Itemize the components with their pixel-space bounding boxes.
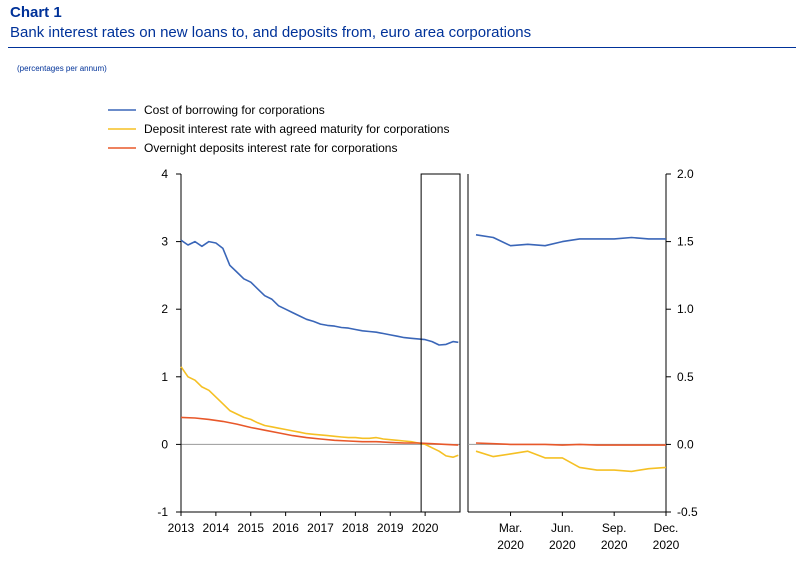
series-line-right-overnight-deposits-interest-rate-for-corporations — [475, 442, 666, 446]
legend: Cost of borrowing for corporations Deposi… — [108, 103, 449, 155]
y-tick-label-right: 0.5 — [677, 370, 694, 384]
legend-label-overnight-deposits-interest-rate-for-corporations: Overnight deposits interest rate for cor… — [144, 141, 397, 155]
y-tick-label-right: 1.5 — [677, 235, 694, 249]
chart-number: Chart 1 — [10, 4, 62, 21]
series-line-right-deposit-interest-rate-with-agreed-maturity-for-corporations — [475, 450, 667, 473]
y-tick-label-left: 1 — [161, 370, 168, 384]
unit-note: (percentages per annum) — [17, 64, 107, 73]
y-tick-label-left: 2 — [161, 302, 168, 316]
y-tick-label-left: 0 — [161, 437, 168, 451]
x-tick-label-right-year: 2020 — [549, 538, 576, 552]
series-line-left-deposit-interest-rate-with-agreed-maturity-for-corporations — [180, 366, 459, 459]
legend-label-cost-of-borrowing-for-corporations: Cost of borrowing for corporations — [144, 103, 325, 117]
x-tick-label-right-month: Sep. — [602, 521, 627, 535]
x-tick-label-left: 2016 — [272, 521, 299, 535]
left-panel: -1 0 1 2 3 4 2013 2014 2015 2016 2017 2018 2019 2020 — [157, 167, 461, 535]
x-tick-label-left: 2017 — [307, 521, 334, 535]
y-tick-label-right: 2.0 — [677, 167, 694, 181]
x-tick-label-right-year: 2020 — [497, 538, 524, 552]
title-divider — [8, 47, 796, 48]
legend-label-deposit-interest-rate-with-agreed-maturity-for-corporations: Deposit interest rate with agreed maturi… — [144, 122, 449, 136]
series-line-left-overnight-deposits-interest-rate-for-corporations — [180, 416, 459, 446]
y-tick-label-right: -0.5 — [677, 505, 698, 519]
chart-title: Bank interest rates on new loans to, and… — [10, 24, 532, 41]
series-line-left-cost-of-borrowing-for-corporations — [180, 239, 459, 346]
x-tick-label-left: 2019 — [377, 521, 404, 535]
x-tick-label-right-year: 2020 — [653, 538, 680, 552]
y-tick-label-left: 3 — [161, 235, 168, 249]
y-tick-label-right: 0.0 — [677, 437, 694, 451]
x-tick-label-left: 2020 — [412, 521, 439, 535]
y-tick-label-right: 1.0 — [677, 302, 694, 316]
highlight-box-2020 — [420, 173, 461, 513]
y-tick-label-left: 4 — [161, 167, 168, 181]
x-tick-label-right-month: Jun. — [551, 521, 574, 535]
x-tick-label-left: 2015 — [237, 521, 264, 535]
x-tick-label-left: 2014 — [203, 521, 230, 535]
x-tick-label-right-year: 2020 — [601, 538, 628, 552]
x-tick-label-right-month: Mar. — [499, 521, 522, 535]
x-tick-label-left: 2018 — [342, 521, 369, 535]
x-tick-label-right-month: Dec. — [654, 521, 679, 535]
y-tick-label-left: -1 — [157, 505, 168, 519]
series-line-right-cost-of-borrowing-for-corporations — [475, 234, 666, 247]
x-tick-label-left: 2013 — [168, 521, 195, 535]
right-panel: -0.5 0.0 0.5 1.0 1.5 2.0 Mar. 2020 Jun. 2020 Sep. 2… — [467, 167, 698, 552]
